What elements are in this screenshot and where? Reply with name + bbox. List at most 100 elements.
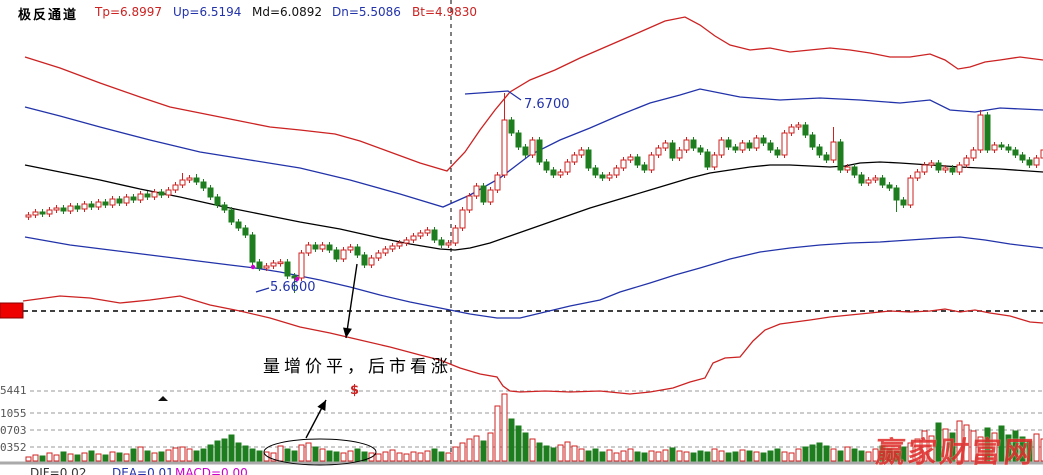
volume-bar	[732, 451, 739, 462]
candle	[949, 167, 956, 173]
candle	[319, 244, 326, 250]
volume-bar	[767, 450, 774, 462]
candle	[151, 191, 158, 198]
volume-bar	[550, 447, 557, 462]
candle	[914, 171, 921, 179]
candle	[473, 185, 480, 197]
candle	[123, 196, 130, 204]
candle	[746, 142, 753, 149]
volume-bar	[949, 432, 956, 462]
band-line-dn-lower-band	[24, 236, 1043, 319]
candle	[81, 203, 88, 210]
candle	[963, 157, 970, 166]
candle	[312, 244, 319, 250]
volume-bar	[319, 448, 326, 462]
annotation-arrow-head	[343, 327, 352, 338]
candle	[144, 193, 151, 198]
candle	[88, 203, 95, 208]
candle	[970, 149, 977, 159]
candle	[445, 242, 452, 246]
candle	[711, 154, 718, 168]
candle	[907, 177, 914, 206]
candle	[354, 246, 361, 256]
volume-bar	[438, 451, 445, 462]
band-touch-dot	[250, 264, 256, 270]
volume-bar	[207, 444, 214, 462]
volume-bar	[39, 455, 46, 462]
candle	[669, 142, 676, 159]
candle	[375, 252, 382, 259]
volume-bar	[333, 451, 340, 462]
candle	[900, 199, 907, 206]
candle	[935, 162, 942, 171]
candle	[158, 191, 165, 196]
volume-bar	[760, 452, 767, 462]
candle	[543, 161, 550, 171]
candle	[872, 177, 879, 181]
candle	[564, 161, 571, 173]
candle	[368, 257, 375, 266]
volume-bar	[508, 418, 515, 462]
candle	[942, 167, 949, 171]
volume-bar	[221, 438, 228, 462]
candle	[1005, 146, 1012, 151]
candle	[739, 142, 746, 151]
volume-bar	[284, 448, 291, 462]
band-touch-dot	[294, 276, 300, 282]
candle	[536, 139, 543, 163]
peak-price-callout: 7.6700	[524, 97, 570, 112]
volume-bar	[634, 451, 641, 462]
volume-bar	[375, 453, 382, 462]
volume-bar	[865, 451, 872, 462]
volume-bar	[347, 450, 354, 462]
candle	[1033, 157, 1040, 166]
candle	[459, 209, 466, 229]
candle	[326, 244, 333, 251]
volume-bar	[746, 450, 753, 462]
candle	[613, 167, 620, 176]
volume-bar	[326, 450, 333, 462]
volume-bar	[1012, 430, 1019, 462]
candle	[277, 261, 284, 265]
volume-bar	[711, 448, 718, 462]
volume-bar	[928, 435, 935, 462]
volume-bar	[921, 430, 928, 462]
candle	[851, 166, 858, 176]
candle	[340, 249, 347, 260]
candle	[802, 124, 809, 136]
volume-bar	[774, 448, 781, 462]
volume-bar	[382, 451, 389, 462]
candle	[214, 196, 221, 206]
candle	[228, 209, 235, 223]
candle	[347, 246, 354, 251]
volume-bar	[739, 449, 746, 462]
volume-bar	[228, 434, 235, 462]
volume-bar	[956, 420, 963, 462]
volume-bar	[501, 393, 508, 462]
candle	[676, 149, 683, 159]
volume-bar	[256, 450, 263, 462]
dollar-marker: $	[350, 383, 360, 398]
volume-bar	[88, 450, 95, 462]
candle	[683, 139, 690, 151]
volume-bar	[480, 440, 487, 462]
candle	[452, 227, 459, 244]
candle	[298, 252, 305, 279]
candle	[662, 142, 669, 149]
candle	[550, 169, 557, 176]
volume-bar	[676, 450, 683, 462]
candle	[893, 187, 900, 201]
volume-bar	[557, 444, 564, 462]
candle	[991, 144, 998, 151]
candle	[557, 171, 564, 176]
candle	[858, 174, 865, 184]
candle	[1019, 154, 1026, 161]
candle	[305, 244, 312, 254]
candle	[382, 248, 389, 254]
volume-bar	[165, 449, 172, 462]
candle	[424, 229, 431, 234]
volume-bar	[494, 405, 501, 462]
macd-value-label: DEA=0.01	[112, 466, 174, 475]
volume-bar	[200, 448, 207, 462]
